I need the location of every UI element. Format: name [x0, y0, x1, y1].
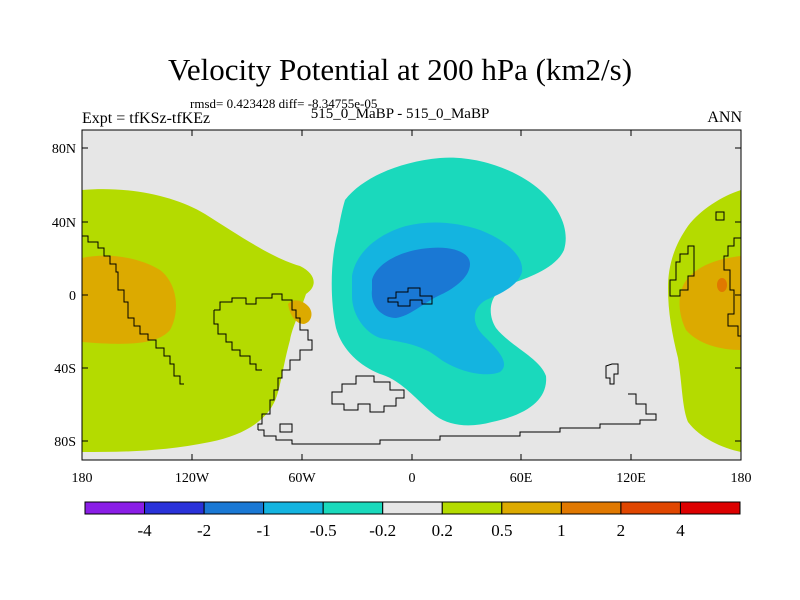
lat-tick-label: 80S [54, 435, 76, 450]
lon-tick-label: 60E [510, 471, 533, 486]
negative-region-core [371, 247, 470, 318]
east-positive-peak [717, 278, 727, 292]
colorbar-swatch [679, 501, 741, 515]
east-island-outline-2 [715, 211, 725, 221]
colorbar-swatch [263, 501, 324, 515]
colorbar-label: 0.2 [432, 521, 453, 540]
colorbar-label: -4 [137, 521, 152, 540]
plot-title: Velocity Potential at 200 hPa (km2/s) [167, 52, 633, 87]
small-positive-blob [288, 300, 312, 324]
lat-tick-label: 40S [54, 362, 76, 377]
colorbar-swatch [441, 501, 503, 515]
lat-tick-label: 40N [52, 216, 76, 231]
experiment-label: Expt = tfKSz-tfKEz [82, 110, 211, 127]
maritime-continent-outline [387, 287, 433, 307]
case-label: 515_0_MaBP - 515_0_MaBP [310, 106, 490, 122]
east-asia-coastline [723, 237, 741, 337]
colorbar-swatch [203, 501, 265, 515]
colorbar-label: 2 [617, 521, 626, 540]
colorbar-swatch [620, 501, 681, 515]
colorbar-label: 0.5 [491, 521, 512, 540]
colorbar-swatch [382, 501, 443, 515]
contour-fills [82, 130, 741, 460]
west-positive-region [82, 189, 314, 452]
stats-label: rmsd= 0.423428 diff= -8.34755e-05 [190, 96, 378, 111]
colorbar-label: -0.5 [310, 521, 337, 540]
colorbar-swatch [84, 501, 146, 515]
colorbar-swatch [144, 501, 205, 515]
longitude-axis: 180 120W 60W 0 60E 120E 180 [72, 130, 752, 486]
lat-tick-label: 80N [52, 142, 76, 157]
lon-tick-label: 120E [616, 471, 646, 486]
west-positive-core [82, 255, 176, 344]
latitude-axis: 80N 40N 0 40S 80S [52, 142, 741, 450]
season-label: ANN [707, 109, 742, 126]
coastlines [82, 211, 741, 445]
colorbar-label: -1 [257, 521, 271, 540]
lon-tick-label: 180 [731, 471, 752, 486]
lon-tick-label: 180 [72, 471, 93, 486]
colorbar-swatch [322, 501, 384, 515]
south-america-coastline [213, 293, 313, 430]
australia-outline [605, 363, 619, 385]
colorbar: -4 -2 -1 -0.5 -0.2 0.2 0.5 1 2 4 [84, 501, 741, 540]
east-positive-core [679, 256, 741, 350]
lon-tick-label: 0 [409, 471, 416, 486]
colorbar-swatch [501, 501, 562, 515]
lon-tick-label: 120W [175, 471, 210, 486]
north-america-coastline [82, 235, 184, 385]
africa-coastline [331, 375, 405, 413]
antarctic-peninsula-coastline [258, 393, 657, 445]
colorbar-label: 1 [557, 521, 566, 540]
colorbar-label: -2 [197, 521, 211, 540]
lon-tick-label: 60W [288, 471, 316, 486]
east-island-outline [669, 245, 695, 297]
lat-tick-label: 0 [69, 289, 76, 304]
colorbar-label: 4 [676, 521, 685, 540]
antarctic-small-outline [279, 423, 293, 433]
colorbar-swatch [560, 501, 622, 515]
colorbar-label: -0.2 [369, 521, 396, 540]
